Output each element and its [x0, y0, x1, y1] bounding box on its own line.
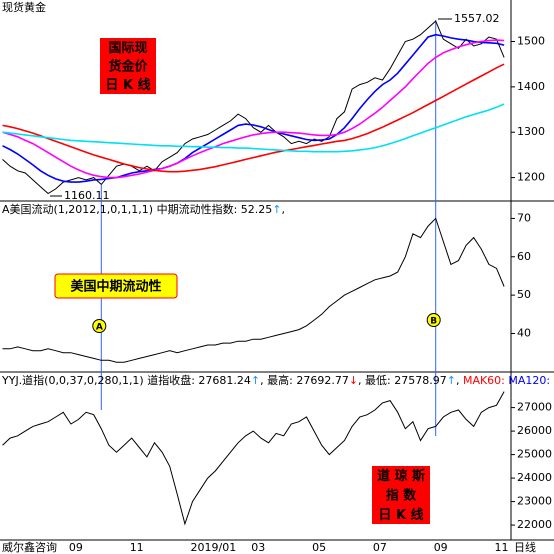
marker-circle: [92, 319, 107, 333]
label-text: 道 琼 斯: [377, 468, 425, 484]
header-part: , 最低: 27578.97: [358, 374, 447, 387]
header-part: ↑: [447, 374, 456, 387]
x-tick-label: 05: [312, 541, 326, 554]
y-tick-label: 70: [517, 211, 531, 224]
y-tick-label: 23000: [517, 495, 552, 508]
x-tick-label: 03: [251, 541, 265, 554]
marker-label: A: [96, 323, 103, 333]
y-tick-label: 1200: [517, 171, 545, 184]
header-part: MA120: M: [508, 374, 554, 387]
chart-title: 现货黄金: [2, 0, 46, 14]
x-tick-label: 07: [373, 541, 387, 554]
source: 威尔鑫咨询: [2, 540, 57, 554]
price-line: [2, 217, 505, 363]
header-part: ↓: [349, 374, 358, 387]
y-tick-label: 60: [517, 250, 531, 263]
annotation: 1160.11: [64, 189, 110, 202]
moving-average: [2, 33, 505, 183]
header-part: ,: [456, 374, 463, 387]
y-tick-label: 25000: [517, 448, 552, 461]
y-tick-label: 26000: [517, 424, 552, 437]
label-box: [372, 466, 430, 524]
x-tick-label: 2019/01: [191, 541, 237, 554]
header-part: ↑: [272, 203, 281, 216]
header-part: YYJ.道指(0,0,37,0,280,1,1) 道指收盘: 27681.24: [1, 373, 251, 387]
header-part: ↑: [251, 374, 260, 387]
price-line: [2, 20, 505, 195]
label-box: [54, 273, 178, 299]
y-tick-label: 27000: [517, 401, 552, 414]
label-text: 美国中期流动性: [70, 279, 161, 295]
label-text: 国际现: [108, 41, 147, 56]
x-tick-label: 11: [130, 541, 144, 554]
marker-circle: [426, 313, 441, 327]
label-text: 日 K 线: [105, 77, 150, 93]
moving-average: [2, 103, 505, 153]
header-part: MAK60:: [463, 374, 508, 387]
x-tick-label: 09: [434, 541, 448, 554]
indicator-header: A美国流动(1,2012,1,0,1,1,1) 中期流动性指数: 52.25↑,: [2, 202, 285, 216]
moving-average: [2, 39, 505, 179]
annotation: 1557.02: [454, 12, 500, 25]
x-tick-label: 11: [495, 541, 509, 554]
label-box: [100, 38, 156, 94]
label-text: 指 数: [386, 488, 418, 504]
y-tick-label: 50: [517, 288, 531, 301]
y-tick-label: 22000: [517, 518, 552, 531]
y-tick-label: 24000: [517, 471, 552, 484]
moving-average: [2, 63, 505, 173]
indicator-header: YYJ.道指(0,0,37,0,280,1,1) 道指收盘: 27681.24↑…: [1, 373, 554, 387]
header-part: ,: [281, 203, 285, 216]
y-tick-label: 1300: [517, 125, 545, 138]
header-part: A美国流动(1,2012,1,0,1,1,1) 中期流动性指数: 52.25: [2, 202, 272, 216]
y-tick-label: 1400: [517, 80, 545, 93]
y-tick-label: 1500: [517, 34, 545, 47]
label-text: 货金价: [108, 59, 148, 75]
marker-label: B: [430, 317, 437, 327]
y-tick-label: 40: [517, 326, 531, 339]
x-axis-label: 日线: [514, 540, 536, 554]
header-part: , 最高: 27692.77: [260, 373, 349, 387]
price-line: [2, 391, 505, 526]
label-text: 日 K 线: [378, 507, 423, 523]
x-tick-label: 09: [69, 541, 83, 554]
